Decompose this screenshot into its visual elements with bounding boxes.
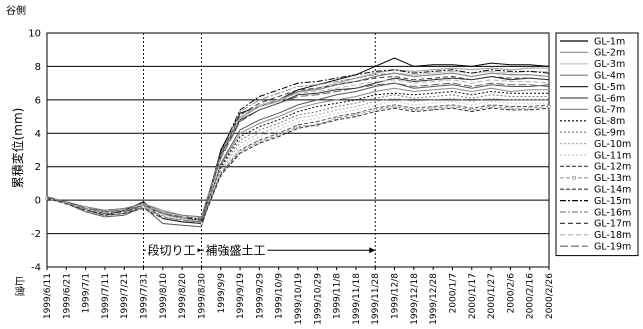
annotation-label: 補強盛土工: [205, 242, 265, 257]
series-line: [46, 82, 550, 228]
series-marker: [470, 108, 474, 112]
x-tick-label: 2000/1/7: [448, 273, 458, 313]
legend-label: GL-19m: [594, 242, 631, 253]
x-tick-label: 1999/11/28: [371, 273, 381, 325]
x-tick-label: 1999/8/10: [159, 273, 169, 319]
legend-label: GL-16m: [594, 207, 631, 218]
series-marker: [431, 106, 435, 110]
series-marker: [180, 218, 184, 222]
series-marker: [354, 113, 358, 117]
legend-label: GL-3m: [594, 59, 625, 70]
x-tick-label: 1999/7/21: [120, 273, 130, 319]
x-tick-label: 2000/2/6: [506, 273, 516, 314]
series-marker: [412, 108, 416, 112]
x-tick-label: 1999/10/9: [275, 273, 285, 319]
x-tick-label: 1999/10/29: [313, 273, 323, 325]
x-tick-label: 1999/12/18: [410, 273, 420, 325]
series-marker: [373, 108, 377, 112]
x-tick-label: 1999/11/18: [352, 273, 362, 325]
plot-area: -4 -2 0 2 4 6 8 10 1999/6/11 1999/6/21 1999/7/1 199…: [28, 29, 555, 325]
y-tick-label: 6: [35, 95, 41, 106]
legend-label: GL-1m: [594, 36, 625, 47]
y-tick-label: 0: [35, 196, 41, 207]
x-tick-label: 1999/11/8: [333, 273, 343, 319]
legend-label: GL-18m: [594, 230, 631, 241]
legend-label: GL-9m: [594, 128, 625, 139]
legend-label: GL-8m: [594, 116, 625, 127]
y-tick-label: 8: [35, 62, 41, 73]
legend-label: GL-14m: [594, 185, 631, 196]
y-axis-label: 累積変位(mm): [10, 108, 25, 189]
x-tick-label: 1999/9/19: [236, 273, 246, 319]
series-marker: [392, 104, 397, 109]
series-marker: [547, 104, 551, 109]
legend-box: [555, 32, 639, 257]
series-marker: [508, 106, 513, 110]
legend-label: GL-17m: [594, 219, 631, 230]
arrowhead: [369, 247, 376, 254]
legend-label: GL-10m: [594, 139, 631, 150]
legend-label: GL-12m: [594, 162, 631, 173]
y-tick-label: 4: [35, 129, 41, 140]
annotation-bg: [203, 241, 268, 260]
y-tick-label: 10: [28, 29, 41, 40]
x-tick-label: 1999/9/29: [255, 273, 265, 319]
series-marker: [450, 104, 455, 109]
legend-label: GL-5m: [594, 82, 625, 93]
series-line: [46, 72, 550, 220]
legend-label: GL-6m: [594, 93, 625, 104]
annotation-bg: [145, 241, 198, 260]
x-tick-label: 1999/8/20: [178, 273, 188, 319]
x-tick-label: 1999/9/9: [217, 273, 227, 314]
legend-label: GL-2m: [594, 48, 625, 59]
x-tick-label: 1999/7/31: [140, 273, 150, 319]
x-tick-label: 1999/12/28: [429, 273, 439, 325]
x-tick-label: 2000/1/27: [487, 273, 497, 319]
legend-marker: [572, 175, 577, 180]
y-tick-label: -2: [31, 229, 41, 240]
series-line: [46, 82, 550, 220]
x-tick-label: 1999/7/11: [101, 273, 111, 319]
series-line: [46, 57, 550, 225]
series-marker: [296, 124, 300, 129]
plot-frame: [46, 32, 550, 268]
series-marker: [257, 139, 262, 144]
series-line: [46, 104, 550, 223]
legend-label: GL-11m: [594, 150, 631, 161]
series-line: [46, 107, 550, 225]
series-line: [46, 97, 549, 221]
legend-label: GL-15m: [594, 196, 631, 207]
legend-label: GL-13m: [594, 173, 631, 184]
y-tick-label: -4: [31, 263, 41, 274]
x-tick-label: 1999/6/11: [43, 273, 53, 319]
legend: GL-1mGL-2mGL-3mGL-4mGL-5mGL-6mGL-7mGL-8m…: [555, 32, 639, 257]
series-marker: [489, 104, 493, 109]
annotation-label: 段切り工: [148, 242, 196, 257]
legend-label: GL-7m: [594, 105, 625, 116]
x-tick-label: 1999/10/19: [294, 273, 304, 325]
x-tick-label: 2000/2/16: [526, 273, 536, 319]
x-tick-label: 2000/1/17: [468, 273, 478, 319]
x-tick-label: 1999/8/30: [197, 273, 207, 319]
x-tick-label: 1999/12/8: [391, 273, 401, 319]
x-tick-label: 1999/7/1: [82, 273, 92, 313]
x-tick-label: 2000/2/26: [545, 273, 555, 319]
series-line: [46, 79, 550, 220]
ylabel-top: 谷側: [6, 4, 26, 17]
legend-label: GL-4m: [594, 71, 625, 82]
y-tick-label: 2: [35, 162, 41, 173]
ylabel-bottom: 山側: [13, 276, 26, 296]
x-tick-label: 1999/6/21: [62, 273, 72, 319]
series-marker: [527, 106, 532, 110]
